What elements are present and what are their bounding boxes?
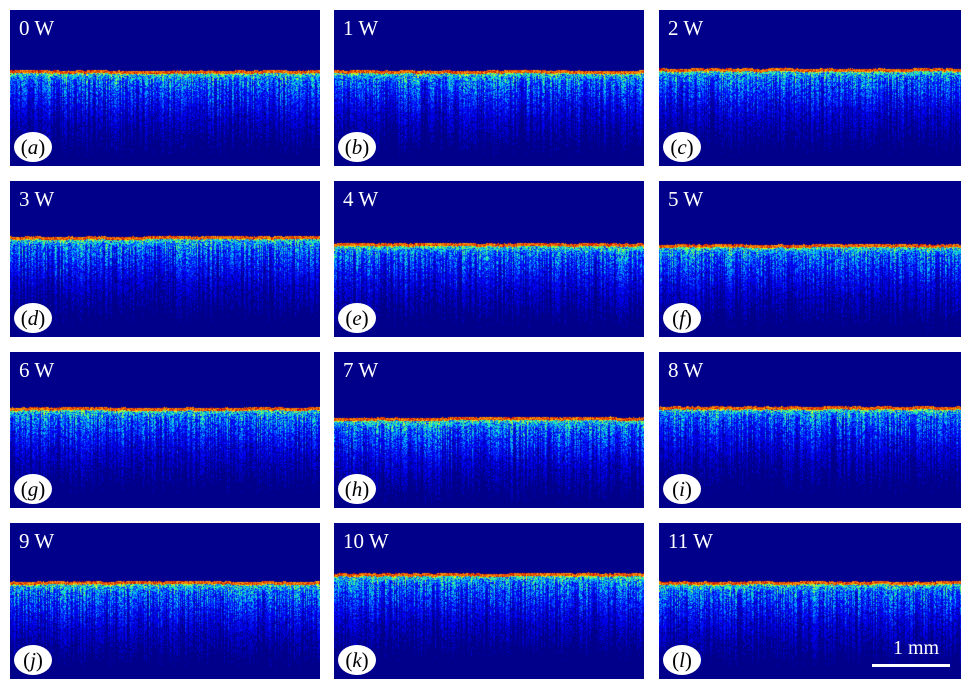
oct-scan-f: [659, 181, 961, 337]
oct-scan-c: [659, 10, 961, 166]
power-label-l: 11 W: [668, 529, 713, 553]
scale-bar-label: 1 mm: [893, 637, 940, 659]
power-label-k: 10 W: [343, 529, 389, 553]
panel-i: 8 W (i): [659, 352, 961, 508]
panel-letter-c: (c): [663, 132, 701, 162]
power-label-c: 2 W: [668, 16, 704, 40]
panel-f: 5 W (f): [659, 181, 961, 337]
power-label-b: 1 W: [343, 16, 379, 40]
panel-d: 3 W (d): [10, 181, 320, 337]
power-label-j: 9 W: [19, 529, 55, 553]
power-label-g: 6 W: [19, 358, 55, 382]
panel-letter-b: (b): [338, 132, 376, 162]
oct-scan-h: [334, 352, 644, 508]
power-label-h: 7 W: [343, 358, 379, 382]
power-label-e: 4 W: [343, 187, 379, 211]
power-label-i: 8 W: [668, 358, 704, 382]
panel-letter-k: (k): [338, 645, 376, 675]
oct-scan-a: [10, 10, 320, 166]
oct-scan-k: [334, 523, 644, 679]
panel-e: 4 W (e): [334, 181, 644, 337]
panel-letter-g: (g): [14, 474, 52, 504]
panel-j: 9 W (j): [10, 523, 320, 679]
oct-scan-e: [334, 181, 644, 337]
scale-bar: [872, 664, 950, 667]
panel-letter-j: (j): [14, 645, 52, 675]
panel-letter-e: (e): [338, 303, 376, 333]
power-label-a: 0 W: [19, 16, 55, 40]
panel-letter-d: (d): [14, 303, 52, 333]
oct-scan-i: [659, 352, 961, 508]
panel-l: 11 W (l): [659, 523, 961, 679]
oct-scan-j: [10, 523, 320, 679]
oct-scan-l: [659, 523, 961, 679]
panel-g: 6 W (g): [10, 352, 320, 508]
panel-letter-f: (f): [663, 303, 701, 333]
panel-letter-a: (a): [14, 132, 52, 162]
oct-scan-b: [334, 10, 644, 166]
panel-letter-h: (h): [338, 474, 376, 504]
panel-a: 0 W (a): [10, 10, 320, 166]
power-label-d: 3 W: [19, 187, 55, 211]
panel-c: 2 W (c): [659, 10, 961, 166]
panel-k: 10 W (k): [334, 523, 644, 679]
panel-letter-l: (l): [663, 645, 701, 675]
panel-letter-i: (i): [663, 474, 701, 504]
power-label-f: 5 W: [668, 187, 704, 211]
panel-b: 1 W (b): [334, 10, 644, 166]
oct-scan-d: [10, 181, 320, 337]
oct-scan-g: [10, 352, 320, 508]
panel-h: 7 W (h): [334, 352, 644, 508]
